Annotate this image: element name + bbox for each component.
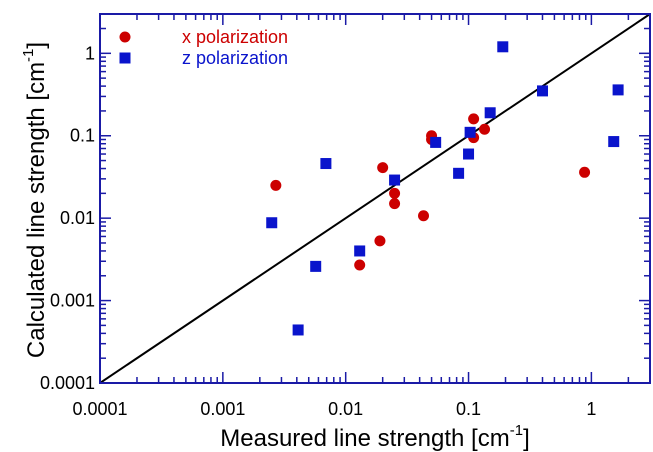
data-point-square (320, 158, 332, 170)
y-tick-label: 0.01 (60, 208, 95, 228)
data-point-square (612, 84, 624, 96)
data-point-square (354, 245, 366, 257)
data-point-circle (389, 198, 401, 210)
x-tick-label: 0.01 (328, 399, 363, 419)
data-points (266, 41, 624, 336)
data-point-circle (374, 235, 386, 247)
x-tick-label: 0.0001 (72, 399, 127, 419)
data-point-circle (377, 162, 389, 174)
y-tick-label: 0.0001 (40, 373, 95, 393)
x-tick-label: 0.001 (200, 399, 245, 419)
legend-marker-circle (119, 31, 131, 43)
y-axis-title: Calculated line strength [cm-1] (20, 42, 50, 358)
data-point-square (310, 260, 322, 272)
y-axis-title-exponent: -1 (20, 49, 37, 62)
data-point-square (292, 324, 304, 336)
reference-line-y-equals-x (99, 13, 651, 384)
data-point-circle (418, 210, 430, 222)
legend-marker-square (119, 52, 131, 64)
data-point-circle (479, 123, 491, 135)
y-tick-label: 0.001 (50, 291, 95, 311)
data-point-square (389, 174, 401, 186)
data-point-square (537, 85, 549, 97)
x-axis-title-text: Measured line strength [cm (220, 425, 509, 452)
tick-labels: 0.0001 0.001 0.01 0.1 1 0.0001 0.001 0.01 0.1 1 (40, 43, 596, 419)
data-point-circle (389, 187, 401, 199)
x-tick-label: 1 (586, 399, 596, 419)
data-point-square (430, 136, 442, 148)
data-point-square (497, 41, 509, 53)
y-tick-label: 0.1 (70, 126, 95, 146)
data-point-square (453, 167, 465, 179)
y-axis-title-close: ] (23, 42, 50, 49)
x-axis-title: Measured line strength [cm-1] (220, 422, 529, 452)
data-point-square (608, 136, 620, 148)
data-point-circle (354, 259, 366, 271)
legend-label: z polarization (182, 48, 288, 68)
data-point-circle (579, 166, 591, 178)
legend-label: x polarization (182, 27, 288, 47)
y-axis-title-text: Calculated line strength [cm (23, 62, 50, 358)
x-axis-title-close: ] (523, 425, 530, 452)
x-axis-title-exponent: -1 (510, 422, 523, 439)
plot-frame (99, 13, 651, 384)
data-point-square (484, 107, 496, 119)
data-point-circle (270, 179, 282, 191)
data-point-circle (468, 113, 480, 125)
x-tick-label: 0.1 (456, 399, 481, 419)
data-point-square (464, 126, 476, 138)
data-point-square (266, 217, 278, 229)
y-tick-label: 1 (85, 43, 95, 63)
data-point-square (463, 148, 475, 160)
